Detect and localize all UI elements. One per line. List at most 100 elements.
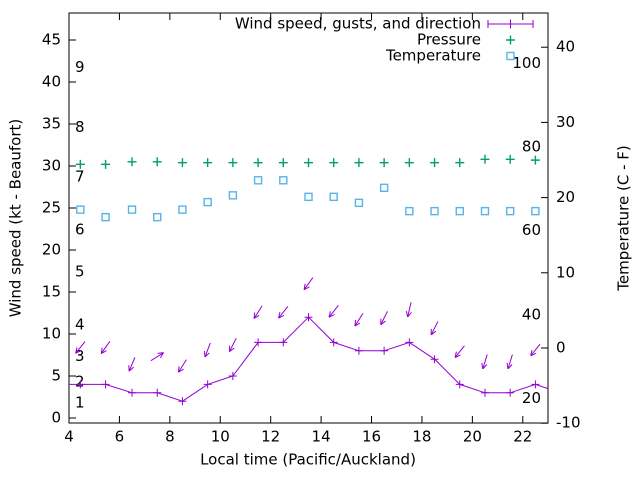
pressure-marker — [379, 158, 389, 168]
arrow-head — [407, 311, 412, 318]
temperature-marker — [329, 192, 338, 202]
pressure-marker — [480, 154, 490, 164]
arrow-head — [75, 347, 78, 354]
arrow-head — [100, 347, 103, 354]
temperature-marker — [76, 205, 85, 214]
arrow-head — [405, 310, 409, 318]
gust-direction-arrow — [354, 313, 364, 327]
gust-direction-arrow — [177, 359, 187, 373]
tick-labels: 4 6 8 10 12 14 16 18 20 22051015202530354045-1001… — [42, 31, 581, 446]
gust-direction-arrow — [100, 341, 111, 354]
temperature-marker — [101, 212, 110, 222]
fahrenheit-scale-label: 100 — [512, 54, 541, 72]
x-tick-label: 4 — [64, 428, 74, 446]
temperature-marker — [228, 191, 238, 200]
gust-direction-arrow — [482, 354, 488, 370]
wind-speed-marker — [455, 380, 464, 389]
pressure-marker — [75, 159, 85, 169]
gust-direction-arrow — [328, 305, 339, 318]
wind-legend-cross — [506, 19, 515, 29]
arrow-head — [204, 352, 210, 358]
wind-speed-tick-label: 0 — [51, 409, 61, 427]
pressure-legend-sample — [506, 35, 515, 45]
temperature-legend-square — [506, 51, 515, 61]
wind-speed-tick-label: 35 — [42, 115, 61, 133]
arrow-head — [75, 350, 82, 354]
temperature-marker — [178, 205, 187, 214]
arrow-head — [430, 330, 437, 336]
x-tick-label: 16 — [362, 428, 381, 446]
wind-speed-line — [69, 316, 549, 402]
fahrenheit-scale-label: 80 — [522, 138, 541, 156]
pressure-marker — [203, 158, 213, 168]
gust-direction-arrow — [150, 352, 164, 362]
wind-speed-marker — [153, 388, 162, 397]
pressure-marker — [152, 157, 162, 167]
wind-speed-marker — [480, 388, 489, 397]
arrow-head — [278, 314, 285, 319]
temperature-marker — [505, 206, 515, 216]
x-tick-label: 8 — [165, 428, 175, 446]
wind-speed-marker — [128, 388, 137, 397]
temperature-c-tick-label: 30 — [556, 113, 575, 131]
temperature-marker — [379, 183, 389, 193]
x-tick-label: 22 — [513, 428, 532, 446]
beaufort-scale-label: 2 — [75, 372, 85, 390]
wind-speed-marker — [76, 380, 85, 389]
temperature-legend-sample — [506, 51, 515, 61]
pressure-marker — [354, 158, 364, 168]
plot-frame — [68, 12, 549, 424]
wind-speed-marker — [354, 346, 363, 355]
wind-speed-marker — [279, 338, 288, 347]
pressure-marker — [253, 158, 263, 168]
pressure-marker — [430, 158, 440, 168]
fahrenheit-scale-label: 60 — [522, 221, 541, 239]
wind-speed-marker — [430, 355, 439, 364]
pressure-marker — [101, 159, 111, 169]
wind-speed-marker — [101, 380, 110, 389]
temperature-marker — [354, 198, 364, 208]
right-axis-title: Temperature (C - F) — [615, 145, 633, 292]
generated-plot-content: 4 6 8 10 12 14 16 18 20 22051015202530354045-1001… — [42, 13, 581, 446]
gust-direction-arrow — [407, 302, 412, 318]
arrow-head — [177, 366, 180, 373]
x-tick-label: 12 — [261, 428, 280, 446]
beaufort-scale-label: 6 — [75, 220, 85, 238]
arrow-head — [506, 362, 509, 369]
arrow-head — [507, 364, 513, 370]
temperature-marker — [405, 206, 414, 216]
arrow-head — [303, 283, 306, 290]
arrow-head — [253, 312, 256, 319]
temperature-marker — [203, 197, 212, 207]
arrow-head — [380, 320, 386, 326]
temperature-c-tick-label: 10 — [556, 263, 575, 281]
x-tick-label: 14 — [312, 428, 331, 446]
temperature-marker — [430, 206, 439, 216]
wind-speed-marker — [405, 338, 414, 347]
wind-speed-marker — [506, 388, 515, 397]
x-tick-label: 18 — [412, 428, 431, 446]
legend-label-pressure: Pressure — [417, 31, 481, 49]
pressure-marker — [329, 158, 339, 168]
pressure-series — [75, 154, 540, 169]
arrow-head — [328, 314, 335, 318]
pressure-legend-cross — [506, 35, 515, 45]
fahrenheit-scale-label: 40 — [522, 305, 541, 323]
pressure-marker — [530, 155, 540, 165]
arrow-head — [354, 322, 361, 327]
arrow-head — [482, 364, 488, 370]
wind-speed-tick-label: 40 — [42, 73, 61, 91]
wind-speed-marker — [380, 346, 389, 355]
legend-label-temperature: Temperature — [385, 47, 481, 65]
gust-direction-arrow — [454, 345, 465, 358]
beaufort-scale-label: 3 — [75, 347, 85, 365]
wind-speed-tick-label: 45 — [42, 31, 61, 49]
wind-legend-sample — [487, 19, 534, 29]
axis-ticks — [68, 13, 548, 424]
temperature-marker — [304, 192, 313, 202]
pressure-marker — [304, 158, 313, 168]
arrow-head — [354, 320, 357, 327]
wind-gust-direction-arrows — [75, 277, 541, 373]
gust-direction-arrow — [507, 354, 513, 370]
